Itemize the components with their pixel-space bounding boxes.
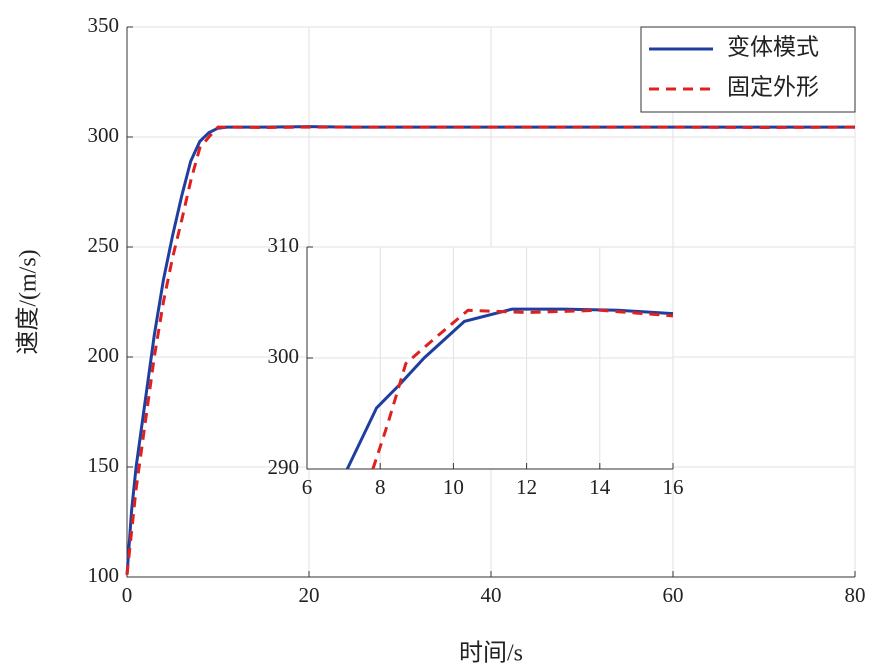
y-tick-label: 150 [88, 453, 120, 477]
series-line [371, 308, 674, 470]
y-axis-label: 速度/(m/s) [15, 249, 42, 354]
x-tick-label: 12 [516, 475, 537, 499]
x-tick-label: 10 [443, 475, 464, 499]
y-tick-label: 290 [268, 455, 300, 479]
y-tick-label: 100 [88, 563, 120, 587]
legend [640, 26, 856, 113]
x-tick-label: 80 [845, 583, 866, 607]
y-tick-label: 350 [88, 13, 120, 37]
x-axis-label: 时间/s [459, 640, 523, 667]
axes [306, 247, 673, 470]
x-tick-label: 16 [663, 475, 684, 499]
x-tick-label: 60 [663, 583, 684, 607]
legend-label: 变体模式 [727, 34, 819, 59]
x-tick-label: 8 [375, 475, 386, 499]
y-tick-label: 300 [268, 344, 300, 368]
y-tick-label: 200 [88, 343, 120, 367]
y-tick-label: 250 [88, 233, 120, 257]
x-tick-label: 0 [122, 583, 133, 607]
series-line [125, 125, 856, 575]
y-tick-label: 310 [268, 233, 300, 257]
legend-label: 固定外形 [727, 74, 819, 99]
axes [126, 27, 855, 578]
x-tick-label: 6 [302, 475, 313, 499]
x-tick-label: 14 [589, 475, 611, 499]
x-tick-label: 20 [299, 583, 320, 607]
x-tick-label: 40 [481, 583, 502, 607]
y-tick-label: 300 [88, 123, 120, 147]
